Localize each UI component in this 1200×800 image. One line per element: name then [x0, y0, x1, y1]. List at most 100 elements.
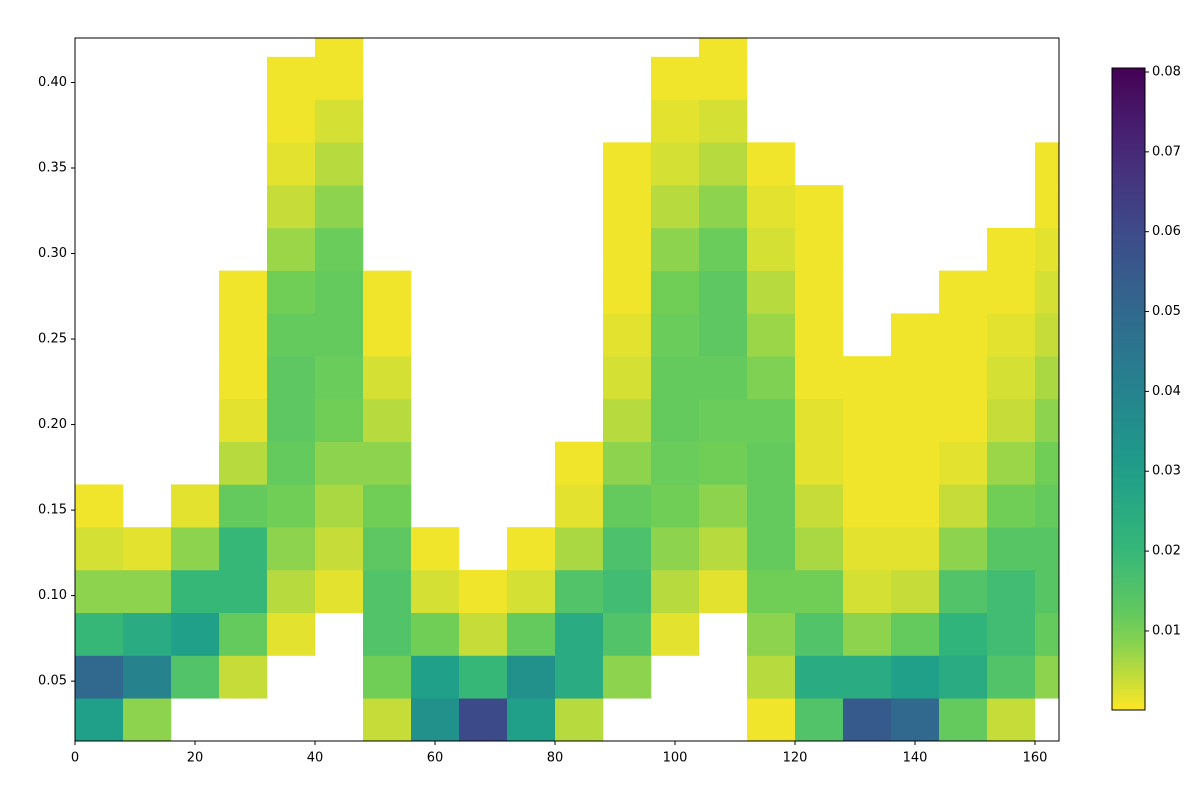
heatmap-cell — [507, 655, 556, 699]
heatmap-cell — [987, 569, 1036, 614]
x-tick-label: 160 — [1023, 751, 1048, 766]
heatmap-cell — [123, 655, 172, 699]
heatmap-cell — [651, 227, 700, 271]
heatmap-cell — [939, 313, 988, 357]
heatmap-cell — [891, 441, 940, 485]
heatmap-cell — [363, 569, 412, 614]
heatmap-cell — [651, 527, 700, 571]
heatmap-cell — [315, 38, 364, 58]
heatmap-cell — [603, 142, 652, 186]
heatmap-cell — [795, 484, 844, 528]
heatmap-cell — [651, 99, 700, 143]
heatmap-cell — [267, 612, 316, 656]
heatmap-cell — [939, 356, 988, 400]
heatmap-cell — [123, 527, 172, 571]
heatmap-cell — [747, 142, 796, 186]
heatmap-cell — [411, 698, 460, 742]
heatmap-cell — [315, 99, 364, 143]
heatmap-cell — [651, 441, 700, 485]
heatmap-cell — [843, 484, 892, 528]
heatmap-cell — [747, 398, 796, 442]
y-tick-label: 0.30 — [38, 246, 67, 261]
y-tick-label: 0.20 — [38, 417, 67, 432]
heatmap-cell — [987, 398, 1036, 442]
heatmap-cell — [315, 142, 364, 186]
heatmap-cell — [171, 527, 220, 571]
heatmap-cell — [75, 612, 124, 656]
heatmap-cell — [459, 569, 508, 614]
heatmap-cell — [699, 313, 748, 357]
heatmap-cell — [603, 441, 652, 485]
heatmap-cell — [267, 569, 316, 614]
heatmap-cell — [795, 313, 844, 357]
heatmap-cell — [411, 569, 460, 614]
y-tick-label: 0.25 — [38, 332, 67, 347]
x-tick-label: 0 — [71, 751, 79, 766]
heatmap-cell — [843, 356, 892, 400]
heatmap-cell — [1035, 441, 1060, 485]
heatmap-cell — [603, 484, 652, 528]
heatmap-cell — [123, 698, 172, 742]
heatmap-cell — [747, 698, 796, 742]
heatmap-cell — [507, 569, 556, 614]
heatmap-cell — [1035, 142, 1060, 186]
heatmap-cell — [459, 612, 508, 656]
heatmap-cell — [267, 441, 316, 485]
heatmap-cell — [75, 655, 124, 699]
heatmap-cell — [891, 569, 940, 614]
heatmap-cell — [603, 227, 652, 271]
heatmap-cell — [75, 698, 124, 742]
x-tick-label: 120 — [783, 751, 808, 766]
heatmap-cell — [795, 441, 844, 485]
heatmap-cell — [315, 270, 364, 314]
heatmap-cell — [939, 698, 988, 742]
heatmap-cell — [891, 612, 940, 656]
heatmap-cell — [555, 569, 604, 614]
colorbar-tick-label: 0.06 — [1152, 224, 1181, 239]
heatmap-cell — [651, 313, 700, 357]
heatmap-cell — [987, 227, 1036, 271]
heatmap-cell — [555, 527, 604, 571]
heatmap-cell — [747, 527, 796, 571]
x-tick-label: 40 — [307, 751, 324, 766]
heatmap-cell — [315, 227, 364, 271]
heatmap-cell — [651, 484, 700, 528]
x-tick-label: 80 — [547, 751, 564, 766]
heatmap-cell — [219, 612, 268, 656]
heatmap-cell — [75, 484, 124, 528]
heatmap-cell — [363, 270, 412, 314]
heatmap-cell — [699, 270, 748, 314]
heatmap-cell — [795, 569, 844, 614]
heatmap-cell — [987, 655, 1036, 699]
heatmap-cell — [603, 270, 652, 314]
heatmap-cell — [219, 655, 268, 699]
heatmap-cell — [1035, 527, 1060, 571]
heatmap-cell — [411, 612, 460, 656]
x-tick-label: 20 — [187, 751, 204, 766]
heatmap-cell — [363, 441, 412, 485]
heatmap-cell — [795, 398, 844, 442]
heatmap-cell — [651, 398, 700, 442]
heatmap-cell — [363, 698, 412, 742]
heatmap-cell — [123, 612, 172, 656]
heatmap-cell — [315, 185, 364, 229]
heatmap-cell — [459, 655, 508, 699]
heatmap-cell — [267, 484, 316, 528]
heatmap-cell — [75, 569, 124, 614]
heatmap-cell — [651, 569, 700, 614]
heatmap-cell — [171, 484, 220, 528]
heatmap-cell — [315, 398, 364, 442]
heatmap-cell — [1035, 655, 1060, 699]
heatmap-cell — [795, 185, 844, 229]
heatmap-cell — [843, 612, 892, 656]
heatmap-cell — [267, 398, 316, 442]
heatmap-cell — [891, 398, 940, 442]
heatmap-cell — [891, 484, 940, 528]
heatmap-cell — [219, 484, 268, 528]
heatmap-cell — [507, 698, 556, 742]
heatmap-cell — [747, 655, 796, 699]
heatmap-cell — [747, 484, 796, 528]
heatmap-cell — [555, 441, 604, 485]
heatmap-cell — [507, 612, 556, 656]
